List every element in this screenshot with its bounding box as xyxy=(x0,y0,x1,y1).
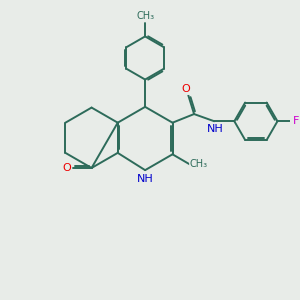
Text: O: O xyxy=(62,163,71,173)
Text: NH: NH xyxy=(137,174,154,184)
Text: NH: NH xyxy=(207,124,224,134)
Text: O: O xyxy=(181,84,190,94)
Text: CH₃: CH₃ xyxy=(136,11,154,21)
Text: CH₃: CH₃ xyxy=(190,159,208,170)
Text: F: F xyxy=(293,116,299,126)
